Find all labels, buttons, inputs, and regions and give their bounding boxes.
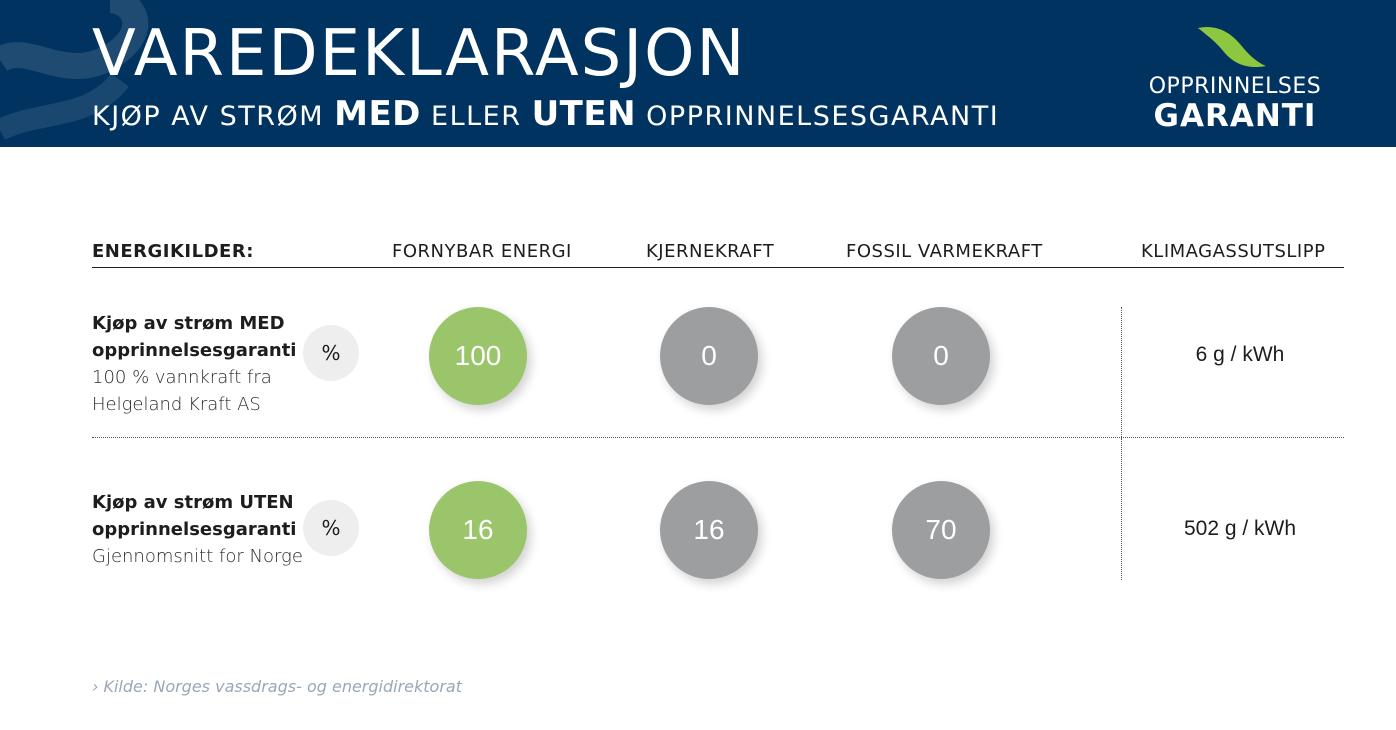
renewable-value-circle: 100: [429, 307, 527, 405]
row-divider: [92, 437, 1344, 438]
fossil-value-circle: 70: [892, 481, 990, 579]
header-divider: [92, 267, 1344, 268]
column-divider: [1121, 307, 1122, 437]
column-divider: [1121, 438, 1122, 580]
row-title-line1: Kjøp av strøm UTEN: [92, 492, 294, 513]
row-desc-line1: 100 % vannkraft fra: [92, 367, 272, 388]
row-title-line1: Kjøp av strøm MED: [92, 313, 285, 334]
row-label-with-guarantee: Kjøp av strøm MED opprinnelsesgaranti 10…: [92, 310, 296, 418]
logo: OPPRINNELSES GARANTI: [1140, 22, 1330, 134]
percent-badge: %: [303, 325, 359, 381]
subtitle-part1: KJØP AV STRØM: [92, 101, 325, 132]
leaf-icon: [1198, 26, 1266, 68]
row-title-line2: opprinnelsesgaranti: [92, 340, 297, 361]
column-header-energy-sources: ENERGIKILDER:: [92, 241, 254, 262]
subtitle-med: MED: [334, 94, 421, 134]
decorative-swirl-icon: [0, 0, 149, 141]
page-subtitle: KJØP AV STRØM MED ELLER UTEN OPPRINNELSE…: [92, 94, 999, 137]
column-header-nuclear: KJERNEKRAFT: [646, 241, 775, 262]
source-note: › Kilde: Norges vassdrags- og energidire…: [92, 677, 462, 696]
column-header-fossil: FOSSIL VARMEKRAFT: [846, 241, 1043, 262]
subtitle-uten: UTEN: [531, 94, 637, 134]
row-title-line2: opprinnelsesgaranti: [92, 519, 297, 540]
row-desc-line1: Gjennomsnitt for Norge: [92, 546, 303, 567]
column-header-emissions: KLIMAGASSUTSLIPP: [1141, 241, 1326, 262]
nuclear-value-circle: 0: [660, 307, 758, 405]
column-header-renewable: FORNYBAR ENERGI: [392, 241, 572, 262]
logo-text-bottom: GARANTI: [1153, 98, 1317, 134]
renewable-value-circle: 16: [429, 481, 527, 579]
subtitle-part2: ELLER: [431, 101, 522, 132]
logo-text-top: OPPRINNELSES: [1148, 74, 1322, 99]
emissions-value: 6 g / kWh: [1195, 343, 1285, 366]
page-title: VAREDEKLARASJON: [92, 17, 747, 91]
emissions-value: 502 g / kWh: [1183, 517, 1297, 540]
fossil-value-circle: 0: [892, 307, 990, 405]
subtitle-part3: OPPRINNELSESGARANTI: [646, 101, 1000, 132]
header-banner: VAREDEKLARASJON KJØP AV STRØM MED ELLER …: [0, 0, 1396, 147]
row-label-without-guarantee: Kjøp av strøm UTEN opprinnelsesgaranti G…: [92, 489, 303, 570]
nuclear-value-circle: 16: [660, 481, 758, 579]
row-desc-line2: Helgeland Kraft AS: [92, 394, 261, 415]
percent-badge: %: [303, 500, 359, 556]
